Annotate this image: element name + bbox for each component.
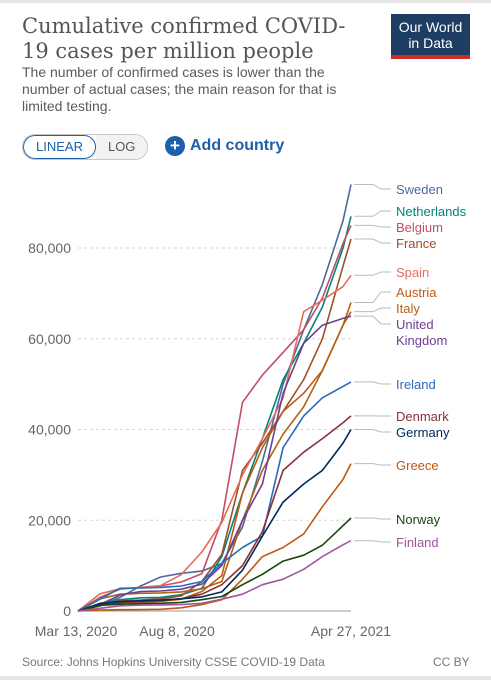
series-label-norway[interactable]: Norway bbox=[396, 512, 441, 527]
series-line-spain[interactable] bbox=[77, 274, 352, 612]
series-line-ireland[interactable] bbox=[77, 381, 352, 612]
x-tick-label: Aug 8, 2020 bbox=[139, 623, 215, 639]
series-label-germany[interactable]: Germany bbox=[396, 425, 450, 440]
label-connector bbox=[354, 463, 391, 466]
log-scale-button[interactable]: LOG bbox=[95, 135, 148, 159]
chart-subtitle: The number of confirmed cases is lower t… bbox=[22, 64, 337, 114]
series-label-belgium[interactable]: Belgium bbox=[396, 220, 443, 235]
add-country-label: Add country bbox=[190, 137, 285, 154]
series-label-austria[interactable]: Austria bbox=[396, 285, 437, 300]
logo-line-2: in Data bbox=[408, 35, 453, 51]
series-line-sweden[interactable] bbox=[77, 184, 352, 612]
series-line-france[interactable] bbox=[77, 238, 352, 612]
label-connector bbox=[354, 429, 391, 433]
series-label-sweden[interactable]: Sweden bbox=[396, 182, 443, 197]
y-tick-label: 0 bbox=[63, 603, 71, 619]
axis-layer: 0 20,000 40,000 60,000 80,000 Mar 13, 2020 Aug… bbox=[28, 240, 391, 639]
label-connector bbox=[354, 307, 391, 313]
add-country-button[interactable]: + Add country bbox=[165, 134, 284, 158]
series-label-italy[interactable]: Italy bbox=[396, 301, 420, 316]
logo-line-1: Our World bbox=[398, 19, 463, 35]
series-line-netherlands[interactable] bbox=[77, 216, 352, 612]
series-line-united-kingdom[interactable] bbox=[77, 315, 352, 612]
chart-title: Cumulative confirmed COVID-19 cases per … bbox=[22, 14, 346, 63]
label-connector bbox=[354, 381, 391, 385]
label-connector bbox=[354, 224, 391, 228]
x-tick-label: Apr 27, 2021 bbox=[311, 623, 391, 639]
series-label-united-kingdom[interactable]: United Kingdom bbox=[396, 317, 447, 348]
label-connector bbox=[354, 271, 391, 276]
series-line-denmark[interactable] bbox=[77, 415, 352, 612]
series-line-norway[interactable] bbox=[77, 517, 352, 612]
top-border bbox=[0, 0, 491, 3]
label-connector bbox=[354, 210, 391, 217]
scale-toggle: LINEAR LOG bbox=[22, 134, 149, 160]
y-tick-label: 60,000 bbox=[28, 331, 71, 347]
series-label-denmark[interactable]: Denmark bbox=[396, 409, 449, 424]
series-line-belgium[interactable] bbox=[77, 225, 352, 612]
label-connector bbox=[354, 291, 391, 303]
label-connector bbox=[354, 184, 391, 190]
owid-logo[interactable]: Our World in Data bbox=[391, 14, 470, 59]
linear-scale-button[interactable]: LINEAR bbox=[23, 135, 96, 159]
label-connector bbox=[354, 238, 391, 244]
label-connector bbox=[354, 315, 391, 325]
series-label-spain[interactable]: Spain bbox=[396, 265, 429, 280]
plus-circle-icon: + bbox=[165, 136, 185, 156]
label-connector bbox=[354, 517, 391, 520]
x-tick-label: Mar 13, 2020 bbox=[35, 623, 118, 639]
series-layer bbox=[77, 184, 352, 612]
license-link[interactable]: CC BY bbox=[433, 655, 470, 669]
y-tick-label: 40,000 bbox=[28, 422, 71, 438]
series-line-germany[interactable] bbox=[77, 429, 352, 612]
label-connector bbox=[354, 540, 391, 543]
y-tick-label: 20,000 bbox=[28, 512, 71, 528]
series-label-france[interactable]: France bbox=[396, 236, 436, 251]
series-line-finland[interactable] bbox=[77, 539, 352, 612]
series-label-finland[interactable]: Finland bbox=[396, 535, 439, 550]
series-label-greece[interactable]: Greece bbox=[396, 458, 439, 473]
y-tick-label: 80,000 bbox=[28, 240, 71, 256]
series-label-netherlands[interactable]: Netherlands bbox=[396, 204, 467, 219]
bottom-border bbox=[0, 676, 491, 680]
source-note[interactable]: Source: Johns Hopkins University CSSE CO… bbox=[22, 655, 325, 669]
series-label-ireland[interactable]: Ireland bbox=[396, 377, 436, 392]
